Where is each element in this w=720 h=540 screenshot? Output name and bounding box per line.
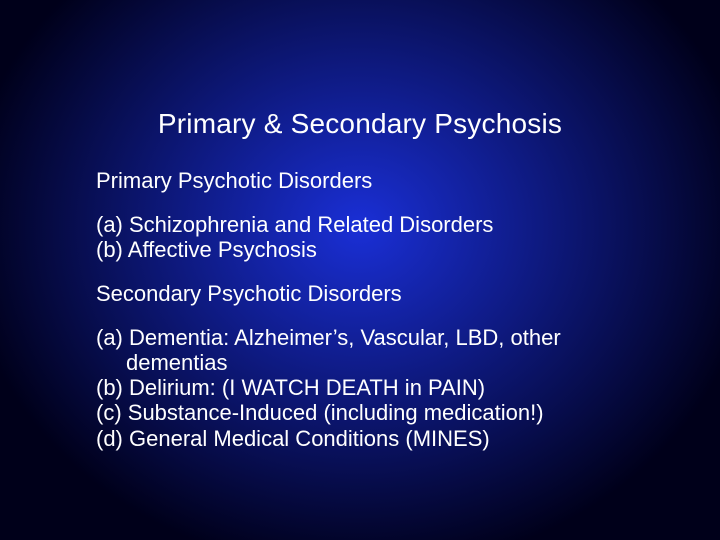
section1-item-a: (a) Schizophrenia and Related Disorders xyxy=(96,212,636,237)
section2-heading: Secondary Psychotic Disorders xyxy=(96,281,636,307)
section2-item-c: (c) Substance-Induced (including medicat… xyxy=(96,400,636,425)
section2-item-a-line1: (a) Dementia: Alzheimer’s, Vascular, LBD… xyxy=(96,325,636,350)
spacer xyxy=(96,263,636,281)
slide-body: Primary Psychotic Disorders (a) Schizoph… xyxy=(96,168,636,451)
section2-item-d: (d) General Medical Conditions (MINES) xyxy=(96,426,636,451)
section2-item-a-line2: dementias xyxy=(96,350,636,375)
section1-item-b: (b) Affective Psychosis xyxy=(96,237,636,262)
section1-heading: Primary Psychotic Disorders xyxy=(96,168,636,194)
slide: Primary & Secondary Psychosis Primary Ps… xyxy=(0,0,720,540)
slide-title: Primary & Secondary Psychosis xyxy=(0,0,720,140)
section2-item-b: (b) Delirium: (I WATCH DEATH in PAIN) xyxy=(96,375,636,400)
